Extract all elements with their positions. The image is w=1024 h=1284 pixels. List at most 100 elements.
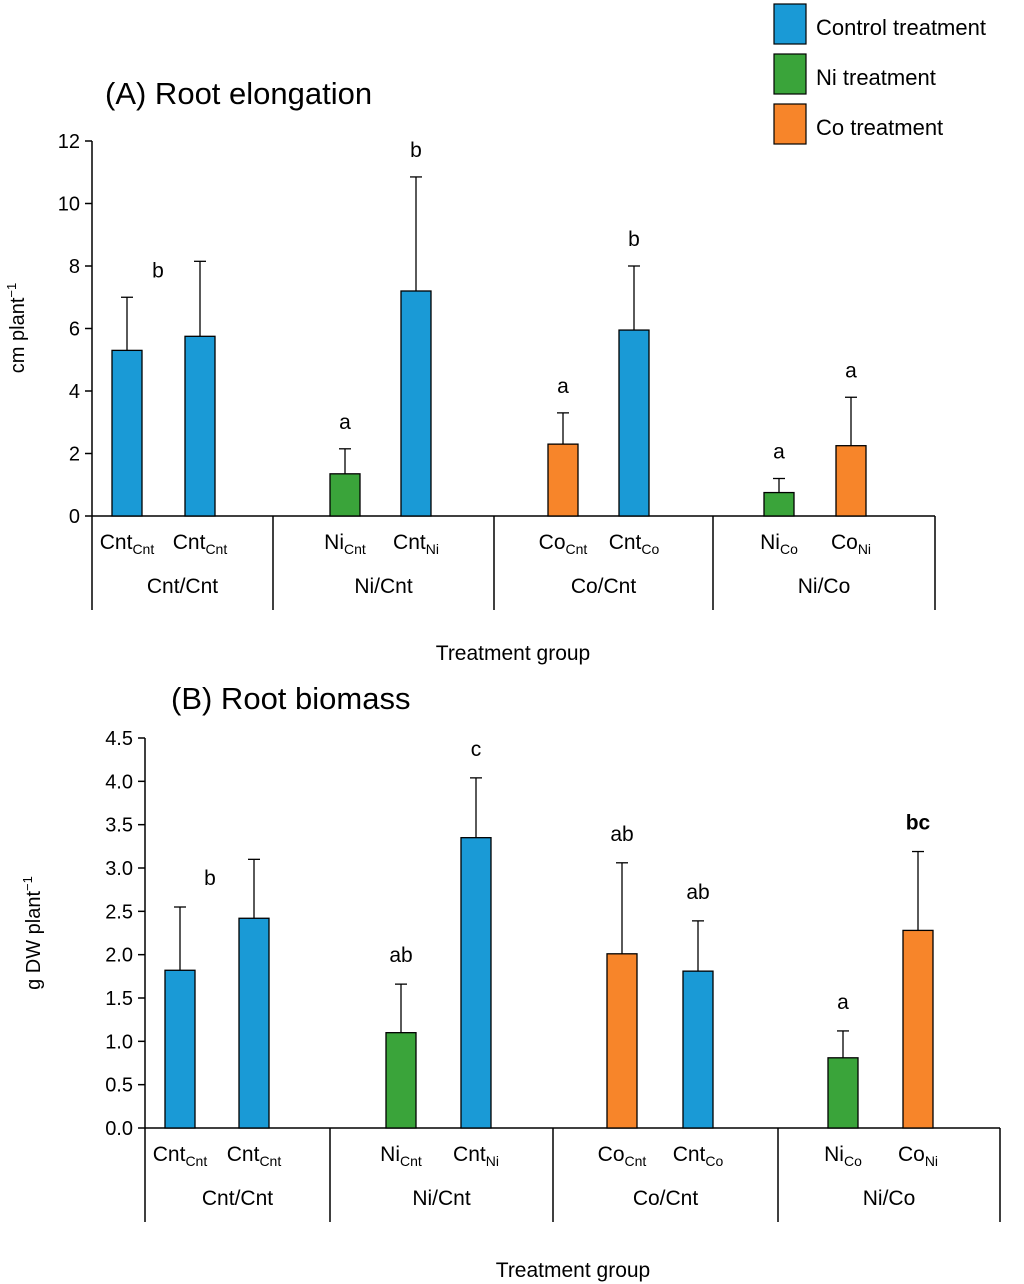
bar bbox=[385, 1032, 417, 1129]
x-tick-label: CoCnt bbox=[539, 531, 588, 557]
bar bbox=[164, 969, 196, 1129]
bar bbox=[460, 837, 492, 1129]
legend-swatch-1 bbox=[773, 53, 807, 95]
bar bbox=[111, 349, 143, 517]
y-tick-label: 4.0 bbox=[105, 771, 133, 793]
y-tick-label: 1.5 bbox=[105, 988, 133, 1010]
y-tick-label: 8 bbox=[69, 256, 80, 278]
group-label: Co/Cnt bbox=[571, 575, 637, 598]
chart-title: (B) Root biomass bbox=[171, 681, 410, 716]
legend-swatch-0 bbox=[773, 3, 807, 45]
y-tick-label: 0.5 bbox=[105, 1075, 133, 1097]
group-label: Ni/Cnt bbox=[354, 575, 413, 598]
x-tick-label-base: Cnt bbox=[673, 1143, 706, 1166]
x-tick-label-subscript: Co bbox=[844, 1153, 862, 1169]
x-tick-label-subscript: Cnt bbox=[566, 541, 588, 557]
bar bbox=[606, 953, 638, 1129]
significance-letter: a bbox=[773, 441, 785, 464]
x-tick-label: NiCo bbox=[760, 531, 798, 557]
x-tick-label-base: Cnt bbox=[453, 1143, 486, 1166]
y-axis-label: g DW plant−1 bbox=[20, 876, 45, 990]
legend-label-0: Control treatment bbox=[816, 15, 986, 40]
x-tick-label: CntCnt bbox=[173, 531, 228, 557]
y-tick-label: 0 bbox=[69, 506, 80, 528]
significance-letter: b bbox=[152, 259, 164, 282]
x-tick-label-base: Co bbox=[539, 531, 566, 554]
chart-title: (A) Root elongation bbox=[105, 76, 372, 111]
significance-letter: c bbox=[471, 738, 482, 761]
significance-letter: ab bbox=[610, 823, 633, 846]
x-tick-label: CntNi bbox=[453, 1143, 499, 1169]
x-tick-label-subscript: Cnt bbox=[400, 1153, 422, 1169]
significance-letter: a bbox=[845, 359, 857, 382]
legend-swatch-2 bbox=[773, 103, 807, 145]
significance-letter: b bbox=[410, 139, 422, 162]
significance-letter: ab bbox=[686, 881, 709, 904]
x-tick-label: NiCo bbox=[824, 1143, 862, 1169]
x-tick-label-base: Ni bbox=[824, 1143, 844, 1166]
bar bbox=[238, 917, 270, 1129]
x-tick-label-base: Cnt bbox=[153, 1143, 186, 1166]
x-tick-label-base: Co bbox=[898, 1143, 925, 1166]
significance-letter: a bbox=[837, 991, 849, 1014]
x-tick-label-base: Co bbox=[598, 1143, 625, 1166]
y-tick-label: 12 bbox=[58, 131, 80, 153]
y-tick-label: 1.0 bbox=[105, 1031, 133, 1053]
x-tick-label: CoNi bbox=[898, 1143, 938, 1169]
y-tick-label: 4 bbox=[69, 381, 80, 403]
y-tick-label: 2.0 bbox=[105, 945, 133, 967]
x-tick-label-subscript: Cnt bbox=[205, 541, 227, 557]
x-axis-label: Treatment group bbox=[496, 1259, 650, 1282]
y-tick-label: 6 bbox=[69, 319, 80, 341]
group-label: Ni/Co bbox=[798, 575, 851, 598]
x-tick-label: CoCnt bbox=[598, 1143, 647, 1169]
x-tick-label-subscript: Cnt bbox=[625, 1153, 647, 1169]
y-tick-label: 3.0 bbox=[105, 858, 133, 880]
bar bbox=[827, 1057, 859, 1129]
x-tick-label: NiCnt bbox=[324, 531, 366, 557]
y-tick-label: 3.5 bbox=[105, 815, 133, 837]
x-tick-label-subscript: Co bbox=[641, 541, 659, 557]
x-tick-label-base: Cnt bbox=[173, 531, 206, 554]
x-tick-label: CntCnt bbox=[153, 1143, 208, 1169]
significance-letter: a bbox=[339, 411, 351, 434]
x-tick-label-base: Cnt bbox=[609, 531, 642, 554]
legend-label-2: Co treatment bbox=[816, 115, 943, 140]
x-tick-label-subscript: Ni bbox=[858, 541, 871, 557]
x-tick-label-subscript: Co bbox=[780, 541, 798, 557]
x-tick-label: CoNi bbox=[831, 531, 871, 557]
group-label: Co/Cnt bbox=[633, 1187, 699, 1210]
y-axis-label: cm plant−1 bbox=[4, 283, 29, 373]
legend-label-1: Ni treatment bbox=[816, 65, 936, 90]
x-axis-label: Treatment group bbox=[436, 642, 590, 665]
y-tick-label: 0.0 bbox=[105, 1118, 133, 1140]
x-tick-label-subscript: Ni bbox=[486, 1153, 499, 1169]
bar bbox=[835, 445, 867, 517]
group-label: Ni/Cnt bbox=[412, 1187, 471, 1210]
x-tick-label-base: Cnt bbox=[100, 531, 133, 554]
x-tick-label: CntCo bbox=[673, 1143, 724, 1169]
y-tick-label: 2 bbox=[69, 444, 80, 466]
bar bbox=[547, 443, 579, 517]
x-tick-label-base: Ni bbox=[760, 531, 780, 554]
y-tick-label: 10 bbox=[58, 194, 80, 216]
x-tick-label-base: Ni bbox=[380, 1143, 400, 1166]
y-tick-label: 4.5 bbox=[105, 728, 133, 750]
x-tick-label-subscript: Cnt bbox=[344, 541, 366, 557]
y-axis-label-superscript: −1 bbox=[4, 283, 19, 298]
x-tick-label-subscript: Ni bbox=[426, 541, 439, 557]
x-tick-label-base: Cnt bbox=[393, 531, 426, 554]
x-tick-label-subscript: Ni bbox=[925, 1153, 938, 1169]
bar bbox=[763, 491, 795, 517]
bar bbox=[400, 290, 432, 517]
x-tick-label-subscript: Cnt bbox=[259, 1153, 281, 1169]
group-label: Ni/Co bbox=[863, 1187, 916, 1210]
x-tick-label: CntCnt bbox=[227, 1143, 282, 1169]
chart-a: (A) Root elongation cm plant−1 0 2 4 6 8 10 12 Cn… bbox=[4, 76, 936, 665]
x-tick-label: CntNi bbox=[393, 531, 439, 557]
x-tick-label-base: Ni bbox=[324, 531, 344, 554]
significance-letter: b bbox=[204, 867, 216, 890]
x-tick-label-subscript: Cnt bbox=[132, 541, 154, 557]
chart-b: (B) Root biomass g DW plant−1 0.0 0.5 1.0 1.5… bbox=[20, 681, 1001, 1282]
